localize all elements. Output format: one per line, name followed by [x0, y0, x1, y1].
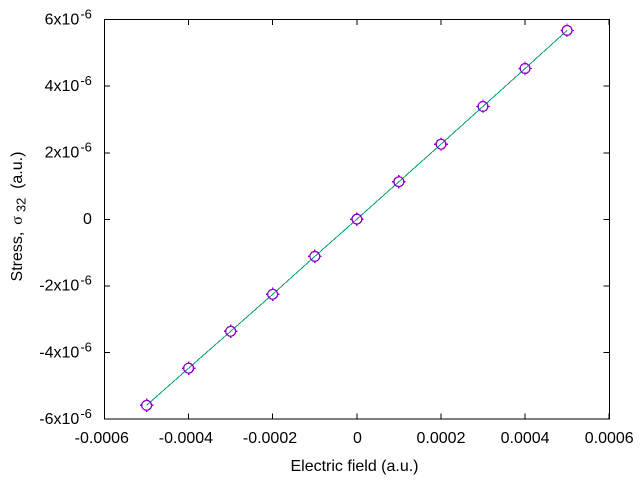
svg-text:0: 0	[353, 430, 362, 447]
svg-text:-6x10-6: -6x10-6	[39, 406, 92, 428]
svg-text:-0.0006: -0.0006	[75, 430, 129, 447]
svg-text:0.0004: 0.0004	[501, 430, 550, 447]
svg-text:-0.0002: -0.0002	[243, 430, 297, 447]
svg-text:-4x10-6: -4x10-6	[39, 339, 92, 361]
svg-text:Electric field (a.u.): Electric field (a.u.)	[290, 458, 418, 475]
svg-text:0.0002: 0.0002	[417, 430, 466, 447]
svg-text:-0.0004: -0.0004	[159, 430, 213, 447]
svg-text:-2x10-6: -2x10-6	[39, 273, 92, 295]
svg-text:Stress, σ32 (a.u.): Stress, σ32 (a.u.)	[9, 152, 29, 282]
svg-text:0.0006: 0.0006	[585, 430, 634, 447]
svg-text:0: 0	[83, 211, 92, 228]
